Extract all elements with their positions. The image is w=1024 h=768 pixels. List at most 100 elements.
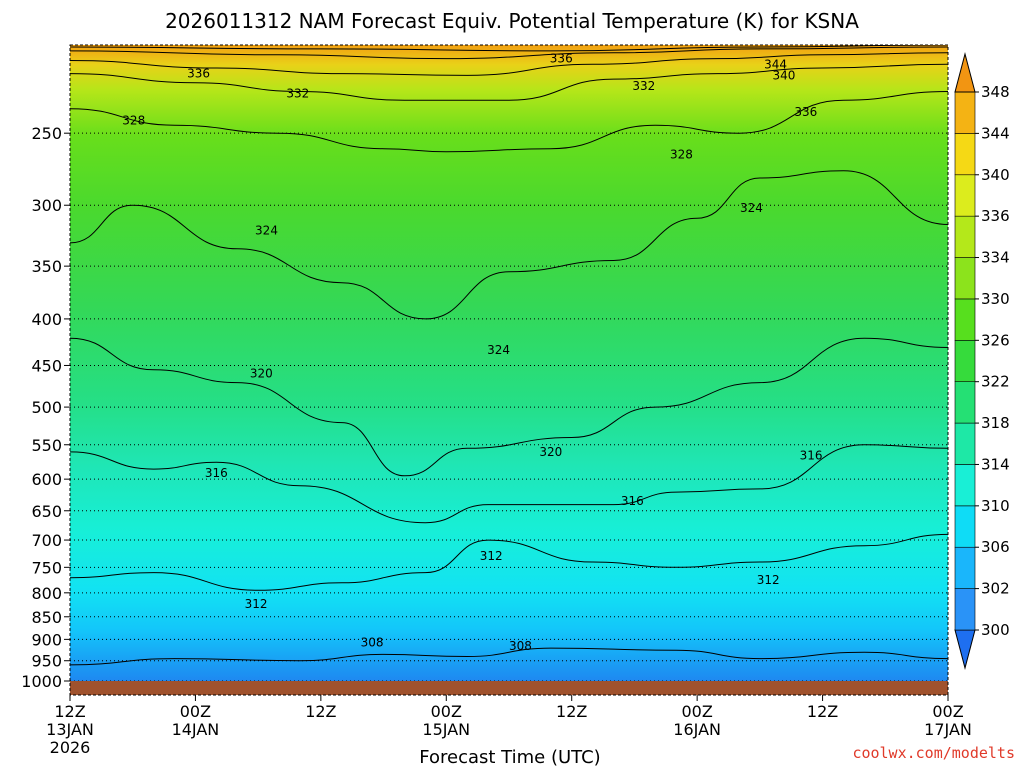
y-tick-label: 850 (31, 608, 62, 627)
contour-label-316: 316 (800, 448, 823, 462)
isotherm-324 (70, 170, 948, 320)
chart-title: 2026011312 NAM Forecast Equiv. Potential… (165, 9, 859, 33)
isotherm-308 (70, 647, 948, 666)
contour-label-332: 332 (632, 79, 655, 93)
contour-label-336: 336 (187, 67, 210, 81)
isotherm-336 (70, 52, 948, 76)
x-tick-label: 00Z (180, 702, 211, 721)
contour-label-316: 316 (621, 494, 644, 508)
colorbar-label: 334 (981, 249, 1010, 267)
contour-label-324: 324 (740, 201, 763, 215)
colorbar-label: 318 (981, 414, 1010, 432)
credit-text: coolwx.com/modelts (852, 744, 1015, 762)
y-tick-label: 550 (31, 436, 62, 455)
contour-label-336: 336 (550, 52, 573, 66)
isotherm-316 (70, 444, 948, 524)
colorbar-band (954, 257, 976, 300)
contour-label-312: 312 (480, 549, 503, 563)
colorbar-label: 336 (981, 207, 1010, 225)
x-tick-label: 13JAN (46, 720, 94, 739)
isotherm-312 (70, 533, 948, 591)
colorbar-band (954, 505, 976, 548)
colorbar-band (954, 546, 976, 589)
colorbar-label: 340 (981, 166, 1010, 184)
y-tick-label: 700 (31, 531, 62, 550)
contour-label-340: 340 (772, 68, 795, 82)
contour-label-308: 308 (509, 639, 532, 653)
colorbar-label: 302 (981, 580, 1010, 598)
y-tick-label: 1000 (21, 672, 62, 691)
x-tick-label: 00Z (431, 702, 462, 721)
y-tick-label: 950 (31, 652, 62, 671)
contour-label-344: 344 (764, 57, 787, 71)
isotherm-320 (70, 337, 948, 477)
colorbar-extend-low (954, 629, 976, 670)
y-tick-label: 450 (31, 356, 62, 375)
y-tick-label: 500 (31, 398, 62, 417)
theta-e-field (70, 45, 948, 695)
colorbar-band (954, 174, 976, 217)
x-tick-label: 00Z (932, 702, 963, 721)
colorbar-band (954, 298, 976, 341)
isotherm-328 (70, 91, 948, 153)
y-tick-label: 650 (31, 502, 62, 521)
contour-label-328: 328 (122, 113, 145, 127)
contour-label-332: 332 (286, 86, 309, 100)
contour-label-308: 308 (361, 635, 384, 649)
x-tick-label: 16JAN (673, 720, 721, 739)
y-tick-label: 600 (31, 470, 62, 489)
y-tick-label: 400 (31, 310, 62, 329)
colorbar-label: 326 (981, 331, 1010, 349)
y-tick-label: 300 (31, 196, 62, 215)
contour-label-328: 328 (670, 148, 693, 162)
colorbar-label: 330 (981, 290, 1010, 308)
y-tick-label: 900 (31, 630, 62, 649)
colorbar-band (954, 340, 976, 382)
x-tick-label: 15JAN (422, 720, 470, 739)
isotherm-344 (70, 45, 948, 52)
colorbar-label: 310 (981, 497, 1010, 515)
contour-label-324: 324 (487, 343, 510, 357)
isotherm-340 (70, 46, 948, 60)
colorbar-label: 300 (981, 621, 1010, 639)
x-tick-label: 14JAN (172, 720, 220, 739)
y-tick-label: 250 (31, 124, 62, 143)
contour-label-316: 316 (205, 466, 228, 480)
ground-surface (70, 681, 948, 695)
x-tick-label: 12Z (556, 702, 587, 721)
contour-label-320: 320 (539, 445, 562, 459)
y-tick-label: 350 (31, 257, 62, 276)
y-axis: 250 300 350 400 450 500 550 600 650 700 750 800 850 9… (21, 124, 70, 691)
colorbar-band (954, 91, 976, 134)
contour-label-324: 324 (255, 224, 278, 238)
colorbar-band (954, 381, 976, 424)
colorbar: 300 302 306 310 314 318 322 326 330 334 336 340 344 3… (954, 52, 1010, 670)
x-tick-label: 12Z (54, 702, 85, 721)
colorbar-label: 344 (981, 124, 1010, 142)
x-tick-label: 12Z (807, 702, 838, 721)
x-tick-label: 00Z (681, 702, 712, 721)
y-tick-label: 750 (31, 558, 62, 577)
colorbar-band (954, 588, 976, 631)
contour-label-320: 320 (250, 366, 273, 380)
contour-label-336: 336 (794, 105, 817, 119)
colorbar-label: 348 (981, 83, 1010, 101)
colorbar-label: 322 (981, 373, 1010, 391)
isotherm-contours (70, 45, 948, 666)
isotherm-332 (70, 63, 948, 101)
colorbar-band (954, 464, 976, 507)
contour-label-312: 312 (757, 573, 780, 587)
y-tick-label: 800 (31, 584, 62, 603)
plot-border (69, 44, 949, 696)
colorbar-extend-high (954, 52, 976, 93)
colorbar-band (954, 133, 976, 176)
contour-label-312: 312 (245, 597, 268, 611)
x-tick-label: 12Z (305, 702, 336, 721)
colorbar-label: 306 (981, 538, 1010, 556)
x-axis-label: Forecast Time (UTC) (419, 747, 600, 768)
x-tick-label: 17JAN (924, 720, 972, 739)
